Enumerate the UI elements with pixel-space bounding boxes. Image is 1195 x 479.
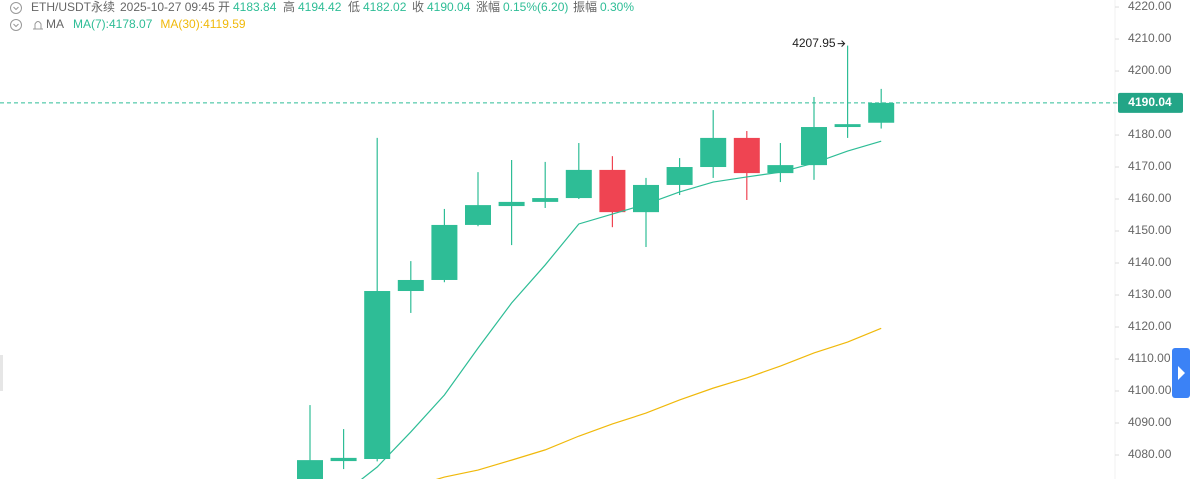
y-tick-label: 4110.00	[1128, 351, 1171, 365]
chevron	[13, 23, 19, 28]
change-value: 0.15%(6.20)	[503, 0, 568, 14]
last-price-label: 4190.04	[1128, 95, 1172, 109]
max-arrow	[837, 40, 846, 47]
amplitude-label: 振幅	[573, 0, 597, 14]
collapse-icon[interactable]	[10, 2, 22, 14]
candle-body	[465, 205, 491, 225]
candle-body	[532, 198, 559, 202]
candle-body	[801, 127, 827, 166]
y-tick-label: 4160.00	[1128, 191, 1172, 205]
y-tick-label: 4180.00	[1128, 127, 1172, 141]
candle-body	[565, 169, 592, 199]
candle-body	[633, 184, 659, 213]
y-tick-label: 4130.00	[1128, 287, 1172, 301]
ma-label: MA	[46, 17, 64, 31]
y-tick-label: 4100.00	[1128, 383, 1172, 397]
chevron	[13, 6, 19, 11]
ma-line	[360, 140, 882, 479]
legend-entry: MA(30):4119.59	[160, 17, 245, 31]
y-tick-label: 4090.00	[1128, 415, 1172, 429]
close-value: 4190.04	[427, 0, 471, 14]
candle-body	[666, 167, 693, 185]
y-tick-label: 4140.00	[1128, 255, 1172, 269]
candle-body	[733, 137, 760, 174]
ma-line	[435, 327, 882, 479]
datetime: 2025-10-27 09:45	[120, 0, 215, 14]
y-tick-label: 4210.00	[1128, 31, 1172, 45]
legend-entry: MA(7):4178.07	[73, 17, 153, 31]
left-handle	[0, 355, 3, 391]
y-tick-label: 4080.00	[1128, 447, 1172, 461]
y-tick-label: 4200.00	[1128, 63, 1172, 77]
candle-body	[498, 201, 525, 207]
open-label: 开	[218, 0, 230, 14]
candle-body	[297, 460, 323, 479]
candle-body	[767, 165, 794, 174]
change-label: 涨幅	[476, 0, 500, 14]
collapse-icon[interactable]	[10, 19, 22, 31]
y-tick-label: 4220.00	[1128, 0, 1172, 13]
max-label: 4207.95	[792, 36, 836, 50]
high-value: 4194.42	[298, 0, 342, 14]
candle-body	[834, 124, 861, 128]
low-label: 低	[348, 0, 360, 14]
close-label: 收	[412, 0, 424, 14]
candle-body	[330, 457, 357, 462]
candle-body	[431, 224, 458, 280]
last-price-tag	[1118, 92, 1183, 113]
candle-body	[364, 291, 391, 460]
candle-body	[868, 102, 895, 123]
high-label: 高	[283, 0, 295, 14]
symbol: ETH/USDT永续	[31, 0, 115, 14]
open-value: 4183.84	[233, 0, 277, 14]
header: ETH/USDT永续 2025-10-27 09:45 开 4183.84 高 …	[10, 0, 634, 31]
candle-body	[397, 279, 424, 292]
y-tick-label: 4170.00	[1128, 159, 1172, 173]
y-tick-label: 4150.00	[1128, 223, 1172, 237]
candle-body	[700, 137, 727, 168]
y-tick-label: 4120.00	[1128, 319, 1172, 333]
tab-arrow	[1178, 366, 1185, 380]
amplitude-value: 0.30%	[600, 0, 634, 14]
bell-icon[interactable]	[33, 21, 43, 30]
candle-body	[599, 169, 626, 213]
plot-area	[297, 45, 895, 479]
low-value: 4182.02	[363, 0, 407, 14]
